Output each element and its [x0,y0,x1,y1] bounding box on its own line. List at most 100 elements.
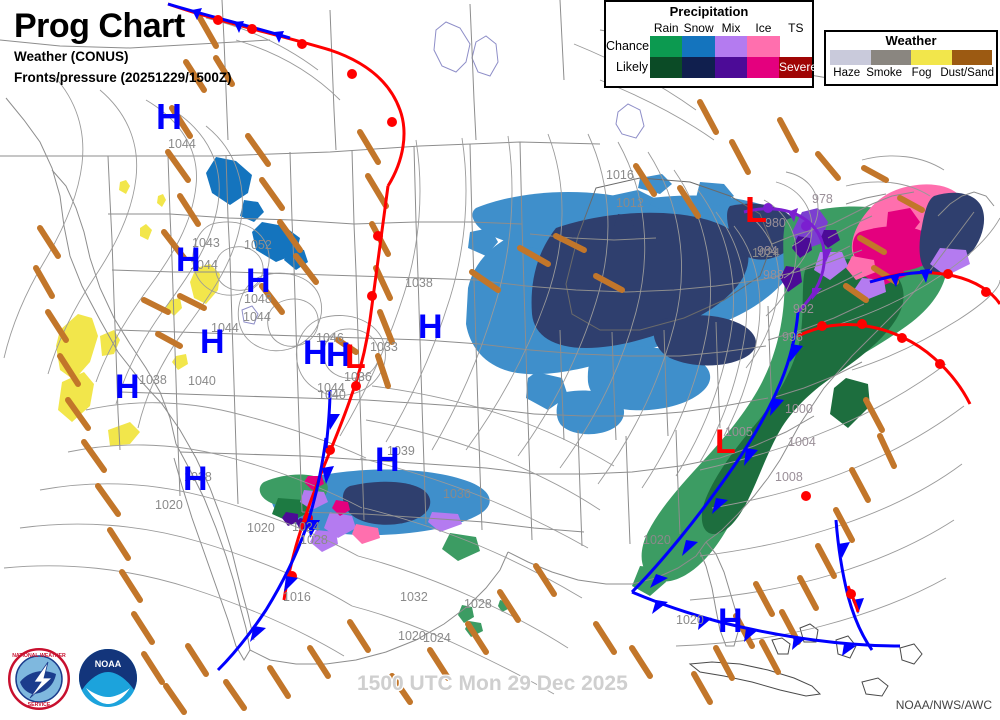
isobar-label: 1020 [155,498,183,512]
swatch-ts-chance [780,36,812,57]
high-pressure-symbol: H [718,602,743,640]
weather-label-smoke: Smoke [866,67,903,79]
front-layer [167,2,1000,672]
isobar-label: 1028 [300,533,328,547]
swatch-haze [830,50,871,65]
weather-legend-labels: Haze Smoke Fog Dust/Sand [828,65,994,82]
swatch-fog [911,50,952,65]
isobar-label: 1044 [168,137,196,151]
swatch-mix-chance [714,36,748,57]
high-pressure-symbol: H [156,96,182,137]
high-pressure-symbol: H [303,334,328,372]
isobar-label: 1044 [317,381,345,395]
cold-front-sw-north [324,389,340,449]
precipitation-legend-columns: Rain Snow Mix Ice TS [606,20,812,36]
swatch-rain-chance [650,36,683,57]
isobar-label: 1032 [400,590,428,604]
isobar-label: 988 [763,268,784,282]
weather-legend: Weather Haze Smoke Fog Dust/Sand [824,30,998,86]
precip-row-chance: Chance [606,36,812,57]
svg-text:SERVICE: SERVICE [28,702,51,708]
isobar-label: 1040 [318,388,346,402]
isobar-label: 1024 [423,631,451,645]
precip-col-ice: Ice [755,21,772,35]
swatch-mix-likely [714,57,748,78]
swatch-snow-likely [682,57,715,78]
swatch-ice-chance [747,36,780,57]
swatch-severe: Severe [779,57,817,78]
isobar-label: 996 [782,330,803,344]
isobar-label: 1044 [243,310,271,324]
page-title: Prog Chart [14,7,185,45]
low-pressure-symbol: L [745,189,767,230]
cold-front-southwest [216,437,334,672]
high-pressure-symbol: H [183,460,208,498]
isobar-label: 1033 [370,340,398,354]
snow-likely-great-lakes [531,203,798,366]
isobar-label: 1005 [725,425,753,439]
low-pressure-symbol: L [715,423,736,461]
isobar-label: 984 [757,244,778,258]
isobar-label: 1016 [283,590,311,604]
isobar-label: 1036 [344,370,372,384]
svg-text:NATIONAL WEATHER: NATIONAL WEATHER [12,653,66,659]
front-atlantic-bahamas [631,590,901,656]
warm-front-mid-atlantic [797,319,972,405]
high-pressure-symbol: H [418,308,443,346]
isobar-label: 1016 [606,168,634,182]
weather-label-fog: Fog [911,67,932,79]
occluded-front-northeast [743,203,832,314]
precip-col-ts: TS [788,21,804,35]
swatch-smoke [870,50,911,65]
isobar-label: 1040 [188,374,216,388]
precip-row-chance-label: Chance [606,39,650,53]
precip-shading-layer [56,157,985,637]
high-pressure-symbol: H [375,441,400,479]
isobar-label: 1020 [643,533,671,547]
isobar-label: 1052 [244,238,272,252]
isobar-label: 1044 [211,321,239,335]
precip-col-snow: Snow [683,21,714,35]
isobar-label: 1004 [788,435,816,449]
low-pressure-symbol: L [345,338,366,376]
isobar-label: 1038 [405,276,433,290]
weather-label-haze: Haze [833,67,861,79]
isobar-label: 1000 [785,402,813,416]
isobar-label: 1024 [292,520,320,534]
warm-front-new-england [869,269,1000,305]
weather-label-dust-sand: Dust/Sand [940,67,995,79]
precip-col-rain: Rain [653,21,679,35]
isobar-label: 1036 [443,487,471,501]
front-off-southeast-coast [801,491,874,651]
subtitle-valid: Fronts/pressure (20251229/1500Z) [14,70,232,85]
precip-col-mix: Mix [721,21,741,35]
snow-likely-maine [919,192,985,274]
subtitle-product: Weather (CONUS) [14,49,129,64]
isobar-label: 980 [765,216,786,230]
stationary-front-canada [167,2,406,187]
isobar-label: 1046 [316,331,344,345]
high-pressure-symbol: H [115,368,140,406]
swatch-rain-likely [650,57,683,78]
rain-area-texas-gulf [442,533,510,637]
nws-logo: NATIONAL WEATHER SERVICE [8,648,70,710]
title-block: Prog Chart Weather (CONUS) Fronts/pressu… [14,6,232,88]
high-pressure-symbol: H [246,262,271,300]
isobar-label: 1024 [752,246,780,260]
weather-legend-title: Weather [885,33,937,48]
isobar-label: 1043 [192,236,220,250]
isobar-label: 1048 [244,292,272,306]
precip-row-likely-label: Likely [616,60,648,74]
isobar-label: 1020 [676,613,704,627]
swatch-snow-chance [682,36,715,57]
high-pressure-symbol: H [200,323,225,361]
isobar-label: 1039 [387,444,415,458]
isobar-label: 1028 [184,470,212,484]
isobar-label: 978 [812,192,833,206]
precipitation-legend-title: Precipitation [669,4,749,19]
weather-legend-swatches [830,50,992,65]
precipitation-legend: Precipitation Rain Snow Mix Ice TS Chanc… [604,0,817,88]
fog-area-west [56,180,220,446]
isobar-label: 1020 [247,521,275,535]
